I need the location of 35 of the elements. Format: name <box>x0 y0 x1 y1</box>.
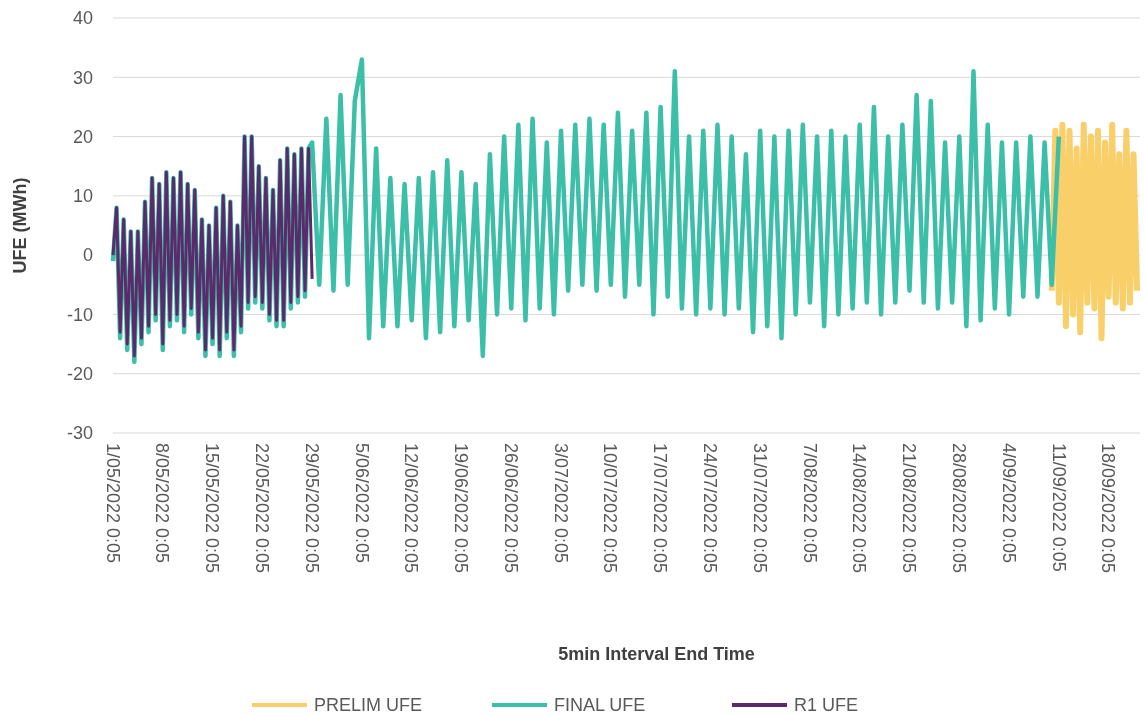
y-tick-label: -20 <box>66 364 93 385</box>
x-tick-label: 5/06/2022 0:05 <box>351 443 372 564</box>
x-tick-label: 12/06/2022 0:05 <box>401 443 422 574</box>
legend-label: R1 UFE <box>794 695 859 716</box>
x-tick-label: 17/07/2022 0:05 <box>650 443 671 574</box>
x-tick-label: 31/07/2022 0:05 <box>749 443 770 574</box>
x-tick-label: 10/07/2022 0:05 <box>600 443 621 574</box>
y-tick-label: 0 <box>82 245 93 266</box>
x-tick-label: 3/07/2022 0:05 <box>550 443 571 564</box>
x-tick-label: 7/08/2022 0:05 <box>799 443 820 564</box>
x-tick-label: 14/08/2022 0:05 <box>849 443 870 574</box>
x-tick-label: 4/09/2022 0:05 <box>998 443 1019 564</box>
x-tick-label: 11/09/2022 0:05 <box>1048 443 1069 572</box>
y-tick-label: 30 <box>72 67 93 88</box>
y-tick-label: -10 <box>66 304 93 325</box>
x-tick-label: 22/05/2022 0:05 <box>252 443 273 574</box>
y-tick-label: 40 <box>72 8 93 29</box>
x-tick-label: 29/05/2022 0:05 <box>301 443 322 574</box>
y-axis-title: UFE (MWh) <box>10 177 30 274</box>
x-tick-label: 21/08/2022 0:05 <box>899 443 920 574</box>
x-tick-label: 24/07/2022 0:05 <box>700 443 721 574</box>
y-tick-label: -30 <box>66 423 93 444</box>
legend-label: PRELIM UFE <box>314 695 423 716</box>
legend-label: FINAL UFE <box>554 695 646 716</box>
x-tick-label: 1/05/2022 0:05 <box>102 443 123 564</box>
y-tick-label: 20 <box>72 126 93 147</box>
x-tick-label: 28/08/2022 0:05 <box>948 443 969 574</box>
x-axis-title: 5min Interval End Time <box>558 644 755 664</box>
x-tick-label: 19/06/2022 0:05 <box>451 443 472 574</box>
x-tick-label: 26/06/2022 0:05 <box>500 443 521 574</box>
line-series <box>111 135 314 358</box>
y-tick-label: 10 <box>72 186 93 207</box>
x-tick-label: 18/09/2022 0:05 <box>1098 443 1119 574</box>
x-tick-label: 8/05/2022 0:05 <box>152 443 173 564</box>
x-tick-label: 15/05/2022 0:05 <box>202 443 223 574</box>
